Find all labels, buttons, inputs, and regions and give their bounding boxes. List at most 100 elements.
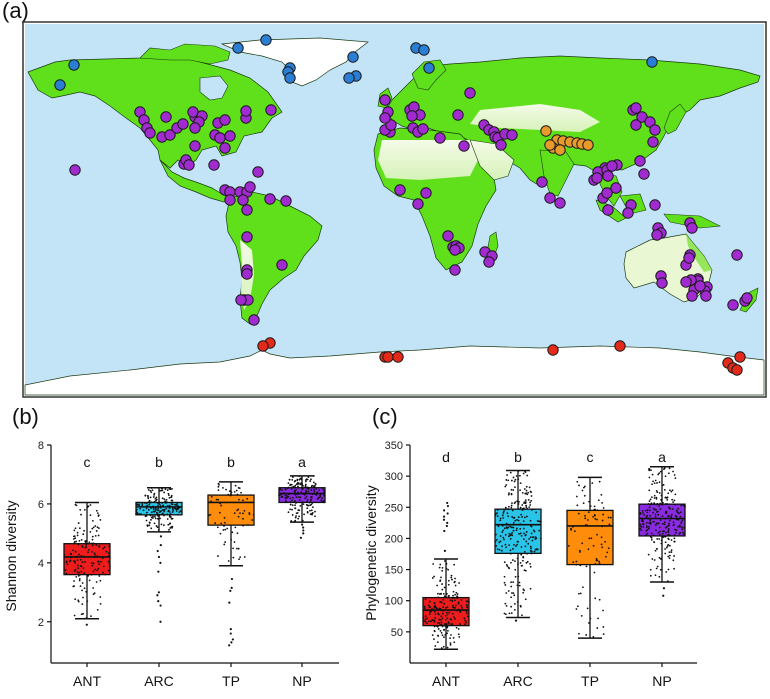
data-point [79, 508, 82, 511]
data-point [668, 524, 670, 526]
data-point [440, 623, 443, 626]
data-point [145, 511, 148, 514]
data-point [521, 516, 523, 518]
data-point [306, 504, 309, 507]
data-point [661, 522, 664, 525]
site-marker-np [240, 105, 252, 117]
data-point [309, 480, 312, 482]
data-point [304, 483, 307, 486]
data-point [578, 592, 580, 595]
data-point [292, 485, 295, 488]
data-point [526, 474, 529, 477]
data-point [451, 597, 454, 600]
data-point [306, 500, 308, 503]
data-point [525, 504, 527, 507]
data-point [453, 581, 456, 584]
data-point [217, 555, 219, 557]
data-point [518, 532, 520, 535]
data-point [453, 599, 456, 602]
data-point [142, 509, 145, 512]
outlier-point [230, 641, 233, 644]
data-point [87, 551, 89, 554]
data-point [522, 555, 525, 558]
data-point [503, 538, 505, 541]
data-point [653, 497, 656, 499]
data-point [141, 504, 144, 507]
data-point [135, 508, 138, 511]
data-point [91, 535, 94, 538]
data-point [136, 511, 139, 514]
data-point [423, 607, 426, 610]
data-point [533, 508, 536, 511]
data-point [495, 539, 498, 541]
data-point [454, 593, 457, 596]
data-point [517, 540, 519, 543]
x-tick-label-arc: ARC [503, 673, 533, 689]
data-point [442, 592, 445, 595]
data-point [78, 571, 80, 574]
data-point [580, 614, 583, 617]
data-point [156, 517, 159, 520]
data-point [670, 551, 673, 553]
data-point [659, 519, 662, 521]
data-point [510, 581, 512, 584]
data-point [646, 514, 649, 517]
site-marker-np [276, 259, 288, 271]
data-point [453, 596, 456, 599]
data-point [678, 533, 681, 535]
data-point [63, 553, 66, 556]
data-point [464, 623, 466, 626]
data-point [96, 569, 99, 572]
data-point [593, 571, 596, 574]
data-point [433, 625, 436, 628]
site-marker-np [656, 277, 668, 289]
data-point [97, 560, 100, 563]
data-point [163, 491, 166, 494]
data-point [155, 511, 158, 514]
data-point [602, 507, 605, 509]
data-point [139, 507, 142, 510]
data-point [445, 567, 448, 570]
data-point [96, 512, 99, 515]
data-point [495, 533, 497, 536]
data-point [649, 503, 652, 506]
data-point [291, 499, 293, 502]
data-point [322, 500, 325, 502]
site-marker-np [264, 193, 276, 205]
data-point [96, 526, 99, 529]
data-point [658, 556, 661, 559]
data-point [170, 517, 173, 520]
data-point [453, 616, 455, 619]
data-point [165, 501, 168, 503]
data-point [681, 519, 684, 522]
outlier-point [446, 521, 449, 524]
data-point [596, 518, 598, 521]
data-point [70, 553, 73, 556]
data-point [496, 548, 499, 551]
data-point [676, 511, 679, 514]
data-point [575, 608, 578, 610]
data-point [659, 530, 661, 533]
data-point [601, 546, 604, 549]
land-canada-arctic-islands [139, 43, 231, 65]
data-point [79, 585, 82, 588]
data-point [598, 562, 601, 565]
data-point [170, 503, 173, 506]
data-point [207, 514, 210, 517]
data-point [293, 500, 296, 503]
site-marker-np [700, 290, 712, 302]
site-marker-np [683, 252, 695, 264]
boxes [422, 466, 686, 651]
data-point [511, 531, 514, 534]
data-point [433, 602, 436, 605]
data-point [501, 545, 503, 548]
data-point [668, 519, 671, 522]
data-point [519, 532, 522, 535]
data-point [535, 537, 538, 540]
site-marker-np [420, 187, 432, 199]
world-map [22, 21, 767, 398]
data-point [307, 490, 310, 493]
data-point [168, 496, 171, 499]
data-point [154, 497, 157, 500]
data-point [518, 508, 520, 511]
